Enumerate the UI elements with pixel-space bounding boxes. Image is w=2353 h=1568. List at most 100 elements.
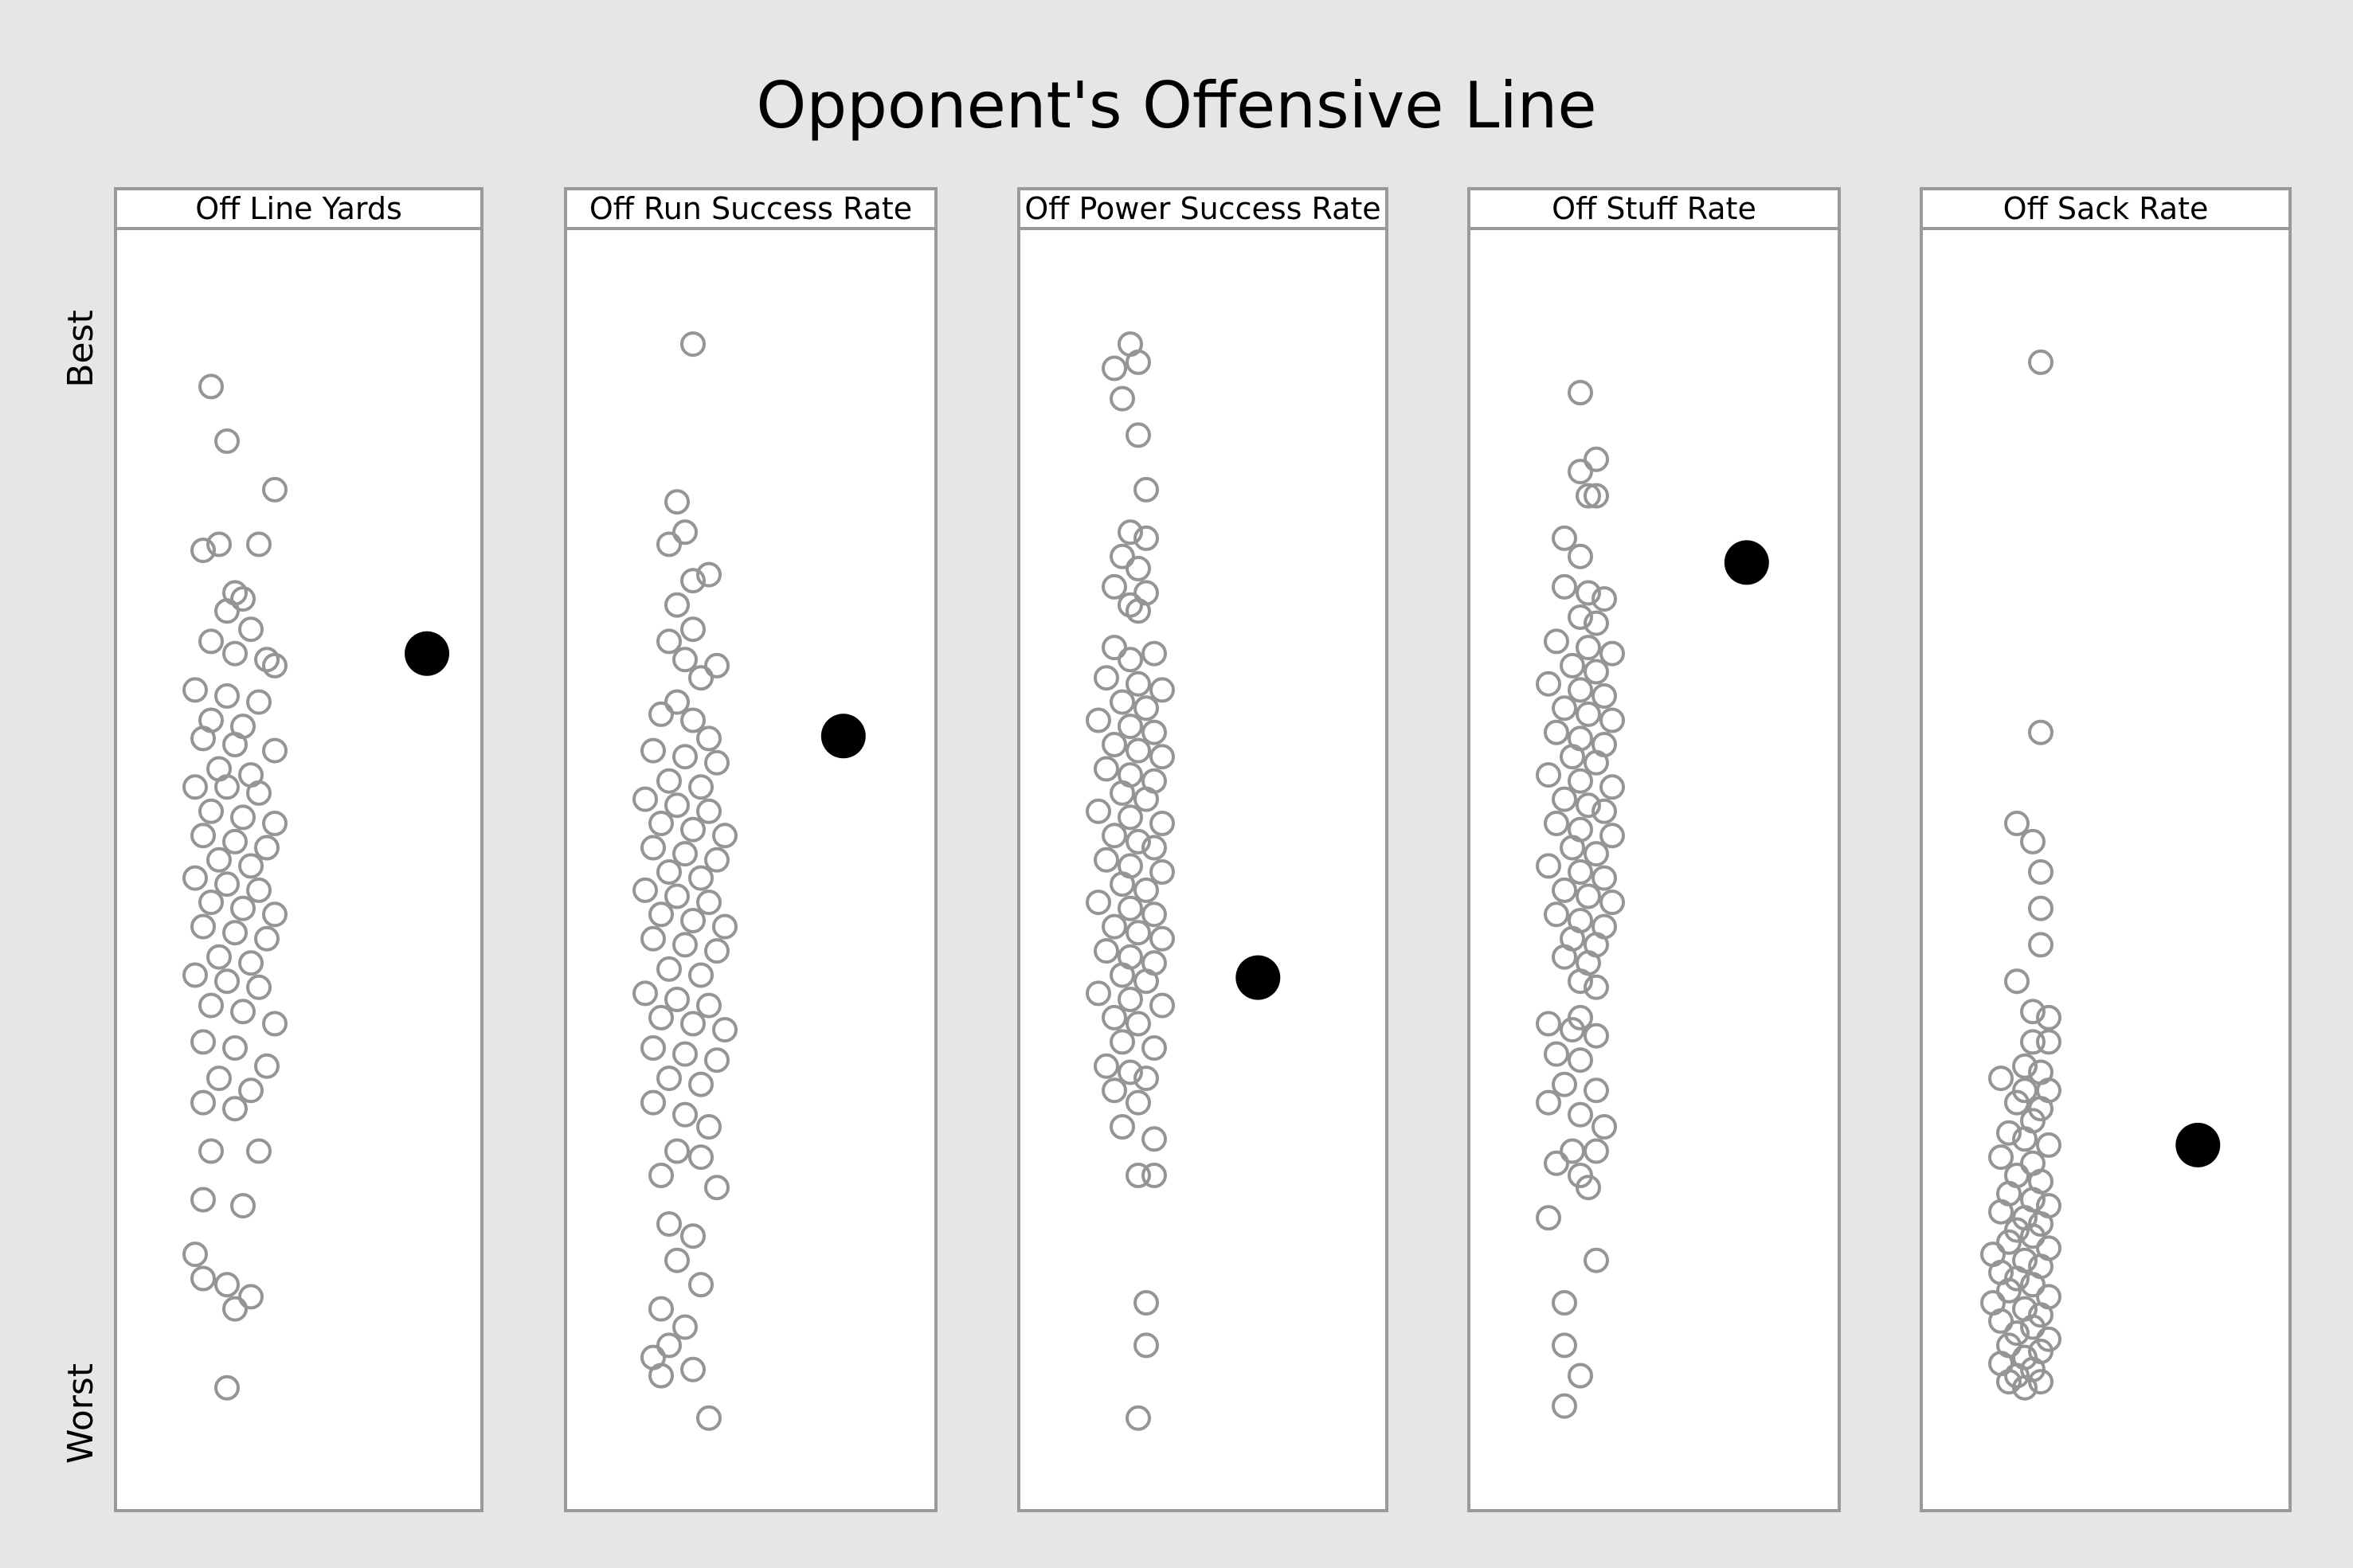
data-point (696, 1114, 722, 1140)
data-point (1110, 780, 1135, 806)
data-point (182, 774, 208, 800)
data-point (1592, 865, 1617, 891)
data-point (1544, 1041, 1569, 1067)
data-point (222, 920, 248, 946)
data-point (214, 968, 240, 995)
data-point (254, 647, 280, 673)
data-point (688, 1071, 714, 1097)
panel-frame (1467, 227, 1841, 1512)
data-point (1126, 556, 1151, 581)
panel-frame (114, 227, 484, 1512)
data-point (672, 1101, 698, 1128)
data-point (656, 1066, 682, 1092)
panel-frame (1920, 227, 2292, 1512)
data-point (640, 1035, 666, 1061)
data-point (254, 1053, 280, 1079)
panels-group: Off Line Yards Off Run Success Rate Off Po… (114, 187, 2292, 1512)
data-point (1141, 719, 1167, 745)
data-point (1568, 380, 1593, 405)
data-point (1584, 659, 1609, 685)
data-point (656, 956, 682, 982)
data-point (198, 992, 224, 1019)
data-point (1584, 483, 1609, 509)
data-point (1094, 665, 1119, 691)
data-point (1102, 823, 1127, 849)
highlight-point (820, 714, 866, 759)
data-point (190, 1029, 216, 1055)
data-point (1118, 647, 1143, 673)
data-point (664, 987, 690, 1012)
data-point (648, 1004, 674, 1030)
data-point (1141, 1163, 1167, 1188)
data-point (1133, 525, 1159, 551)
data-point (1126, 1089, 1151, 1116)
data-point (664, 689, 690, 715)
data-point (2036, 1029, 2061, 1055)
data-point (640, 737, 666, 764)
data-point (688, 665, 714, 691)
data-point (214, 774, 240, 800)
data-point (1584, 446, 1609, 472)
data-point (230, 804, 256, 831)
data-point (1599, 890, 1625, 916)
data-point (230, 999, 256, 1025)
data-point (648, 1296, 674, 1322)
data-point (648, 1163, 674, 1188)
data-point (632, 877, 658, 903)
highlight-point (405, 631, 449, 676)
data-point (696, 992, 722, 1019)
panel-3: Off Power Success Rate (1017, 187, 1388, 1512)
data-point (640, 835, 666, 861)
data-point (680, 568, 706, 594)
data-point (1102, 732, 1127, 757)
data-point (656, 768, 682, 794)
data-point (238, 1077, 264, 1104)
data-point (2004, 811, 2030, 836)
data-point (1110, 962, 1135, 988)
data-point (1126, 422, 1151, 448)
data-point (1552, 786, 1577, 812)
data-point (198, 1138, 224, 1164)
data-point (1118, 804, 1143, 831)
data-point (2028, 859, 2053, 885)
data-point (1536, 853, 1561, 879)
data-point (2028, 1369, 2053, 1395)
data-point (222, 1296, 248, 1322)
data-point (190, 1265, 216, 1292)
data-point (262, 737, 288, 764)
data-point (1110, 543, 1135, 569)
data-point (648, 701, 674, 727)
data-point (1536, 762, 1561, 788)
data-point (1110, 1114, 1135, 1140)
data-point (2028, 349, 2053, 375)
data-point (1988, 1066, 2014, 1092)
data-point (672, 519, 698, 545)
data-point (688, 1272, 714, 1298)
data-point (190, 538, 216, 564)
data-point (632, 980, 658, 1007)
data-point (704, 938, 730, 964)
data-point (262, 901, 288, 928)
data-point (1544, 628, 1569, 655)
data-point (640, 925, 666, 952)
data-point (1149, 677, 1175, 703)
data-point (656, 628, 682, 655)
data-point (672, 932, 698, 958)
data-point (704, 749, 730, 776)
data-point (1141, 835, 1167, 861)
data-point (2028, 719, 2053, 745)
data-point (214, 428, 240, 454)
data-point (1094, 1053, 1119, 1079)
data-point (1599, 640, 1625, 667)
data-point (2020, 1029, 2046, 1055)
data-point (1544, 1150, 1569, 1176)
data-point (1102, 355, 1127, 381)
data-point (198, 890, 224, 916)
data-point (648, 811, 674, 836)
data-point (688, 865, 714, 891)
data-point (1576, 701, 1601, 727)
data-point (190, 913, 216, 940)
data-point (198, 373, 224, 400)
data-point (214, 683, 240, 709)
data-point (1584, 749, 1609, 776)
